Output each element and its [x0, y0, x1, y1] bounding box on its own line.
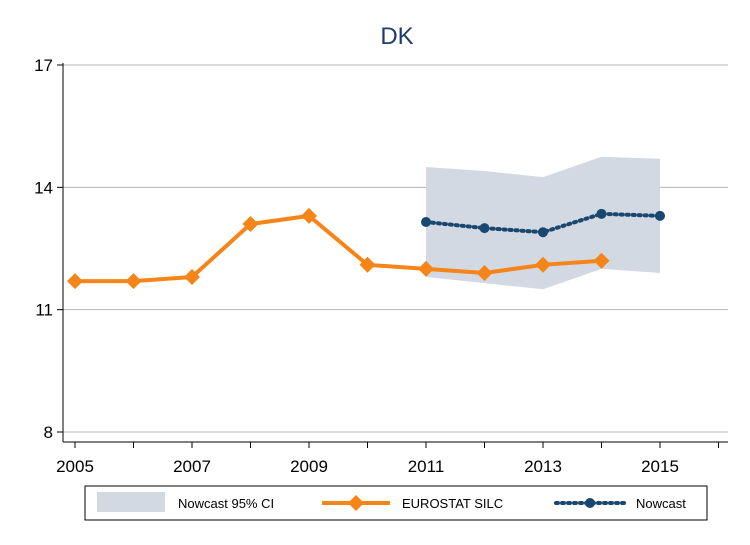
eurostat-point: [67, 273, 83, 290]
legend-label-nowcast: Nowcast: [636, 496, 686, 511]
grid-lines: [63, 64, 728, 433]
x-tick-label: 2013: [524, 457, 562, 476]
nowcast-point: [655, 210, 665, 221]
y-tick-label: 14: [34, 178, 53, 197]
eurostat-point: [593, 252, 610, 269]
x-tick-label: 2011: [408, 457, 445, 476]
legend-label-eurostat: EUROSTAT SILC: [402, 496, 503, 511]
y-tick-label: 11: [35, 301, 53, 320]
y-tick-label: 8: [44, 423, 53, 442]
x-tick-label: 2007: [173, 457, 211, 476]
axes: 8 11 14 17 2005 2007 2009 2011 2013 2015: [34, 56, 728, 476]
nowcast-point: [596, 208, 607, 219]
eurostat-point: [242, 216, 259, 233]
nowcast-point: [479, 223, 490, 234]
x-tick-label: 2009: [290, 457, 328, 476]
eurostat-point: [125, 273, 142, 290]
eurostat-point: [535, 256, 551, 273]
eurostat-point: [301, 207, 317, 224]
nowcast-point: [538, 227, 548, 238]
eurostat-point: [184, 269, 200, 286]
x-tick-label: 2005: [56, 457, 94, 476]
chart-title: DK: [380, 23, 413, 50]
eurostat-point: [476, 264, 493, 281]
legend-label-ci: Nowcast 95% CI: [178, 496, 274, 511]
x-tick-label: 2015: [641, 457, 679, 476]
legend-swatch-ci: [97, 492, 165, 512]
legend-marker-nowcast: [585, 498, 595, 508]
nowcast-point: [421, 216, 431, 227]
series-layer: [67, 207, 665, 290]
y-tick-label: 17: [34, 56, 53, 75]
eurostat-point: [359, 256, 376, 273]
legend: Nowcast 95% CI EUROSTAT SILC Nowcast: [84, 485, 708, 521]
eurostat-line: [75, 213, 602, 284]
legend-marker-eurostat: [348, 495, 364, 511]
eurostat-point: [418, 260, 434, 277]
